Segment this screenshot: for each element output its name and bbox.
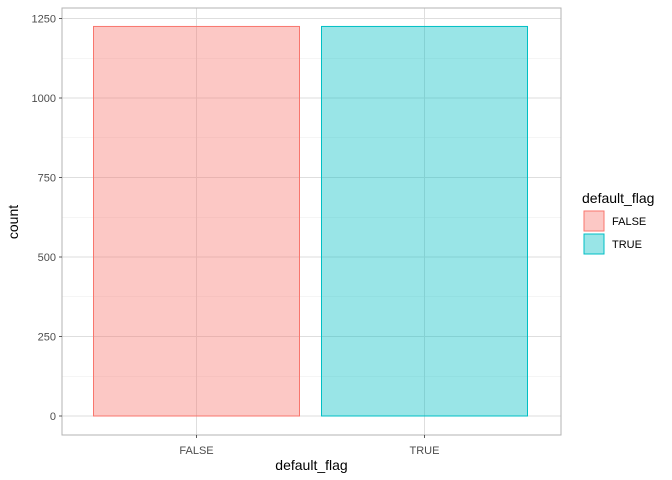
x-tick-label-true: TRUE (410, 445, 440, 457)
x-tick-label-false: FALSE (179, 445, 213, 457)
legend-key-bg (583, 233, 605, 255)
x-axis-title: default_flag (275, 457, 347, 473)
major-gridlines (62, 8, 561, 435)
bar-true (321, 25, 528, 417)
legend-label-false: FALSE (612, 216, 646, 228)
bars-group (93, 25, 528, 417)
legend: default_flag FALSE TRUE (582, 190, 654, 255)
y-axis: 0 250 500 750 1000 1250 (32, 14, 62, 423)
y-tick-label: 1000 (32, 93, 56, 105)
minor-gridlines (62, 57, 561, 377)
y-tick-label: 500 (38, 252, 56, 264)
y-tick-label: 750 (38, 173, 56, 185)
y-tick-label: 0 (50, 411, 56, 423)
y-tick-label: 250 (38, 332, 56, 344)
bar-false (93, 25, 300, 417)
legend-entries: FALSE TRUE (583, 210, 646, 255)
legend-swatch-false (583, 210, 605, 232)
legend-key-bg (583, 210, 605, 232)
legend-title: default_flag (582, 190, 654, 206)
panel-border (61, 7, 562, 436)
y-axis-title: count (5, 205, 21, 239)
y-tick-label: 1250 (32, 14, 56, 26)
legend-label-true: TRUE (612, 239, 642, 251)
x-axis: FALSE TRUE (179, 435, 439, 457)
legend-swatch-true (583, 233, 605, 255)
